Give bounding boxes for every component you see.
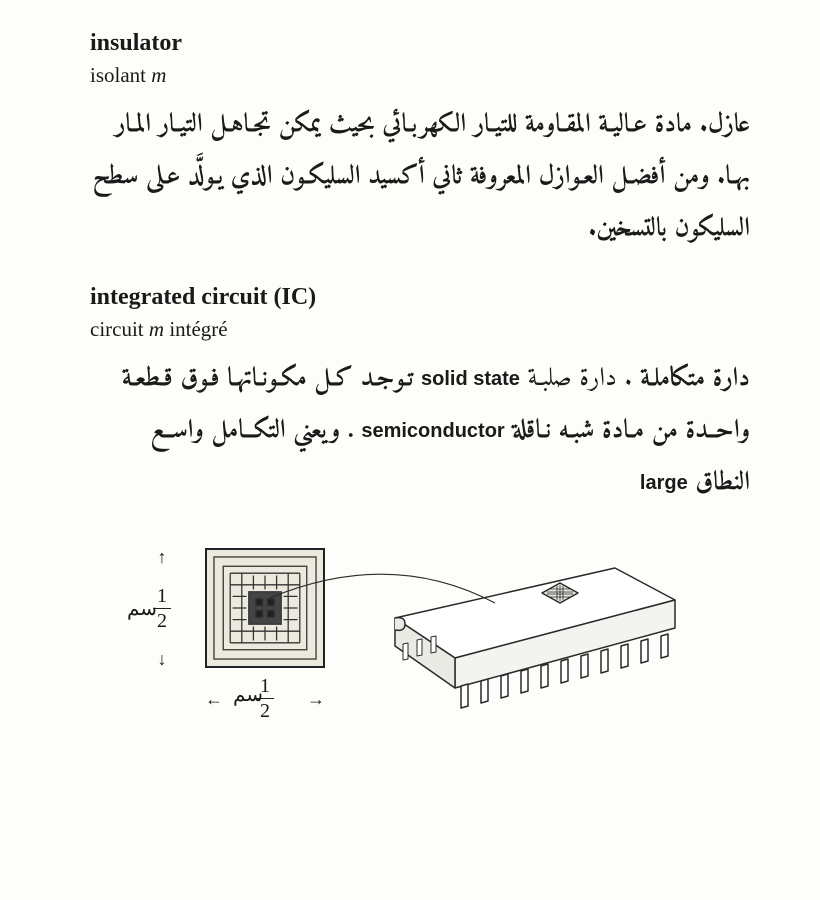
unit-label: سم bbox=[233, 682, 263, 707]
french-gender: m bbox=[149, 317, 164, 341]
french-word: isolant bbox=[90, 63, 146, 87]
arrow-down-icon: ↓ bbox=[158, 650, 167, 668]
latin-term: semiconductor bbox=[361, 420, 504, 442]
arrow-up-icon: ↑ bbox=[158, 548, 167, 566]
horizontal-dimension: ← سم 1 2 → bbox=[205, 676, 325, 721]
arabic-text: عازل. مادة عـاليـة المقـاومة للتيـار الك… bbox=[93, 103, 750, 252]
latin-term: large bbox=[640, 472, 688, 494]
numerator: 1 bbox=[157, 586, 167, 606]
headword-en: insulator bbox=[90, 30, 750, 57]
headword-fr: isolant m bbox=[90, 63, 750, 88]
dictionary-entry: integrated circuit (IC) circuit m intégr… bbox=[90, 284, 750, 510]
arabic-plain: . دارة صلبـة bbox=[520, 357, 640, 402]
unit-label: سم bbox=[127, 596, 157, 621]
dictionary-entry: insulator isolant m عازل. مادة عـاليـة ا… bbox=[90, 30, 750, 256]
french-word: circuit bbox=[90, 317, 144, 341]
vertical-dimension: ↑ 1 2 سم ↓ bbox=[153, 548, 171, 668]
definition-ar: عازل. مادة عـاليـة المقـاومة للتيـار الك… bbox=[90, 100, 750, 256]
connector-line bbox=[270, 558, 500, 618]
figure: ↑ 1 2 سم ↓ bbox=[90, 538, 750, 738]
arabic-bold: دارة متكاملـة bbox=[640, 357, 750, 402]
arrow-right-icon: → bbox=[307, 690, 325, 708]
definition-ar: دارة متكاملـة . دارة صلبـة solid state ت… bbox=[90, 354, 750, 510]
arrow-left-icon: ← bbox=[205, 690, 223, 708]
denominator: 2 bbox=[157, 611, 167, 631]
headword-fr: circuit m intégré bbox=[90, 317, 750, 342]
french-gender: m bbox=[151, 63, 166, 87]
latin-term: solid state bbox=[421, 368, 520, 390]
headword-en: integrated circuit (IC) bbox=[90, 284, 750, 311]
french-tail: intégré bbox=[164, 317, 228, 341]
